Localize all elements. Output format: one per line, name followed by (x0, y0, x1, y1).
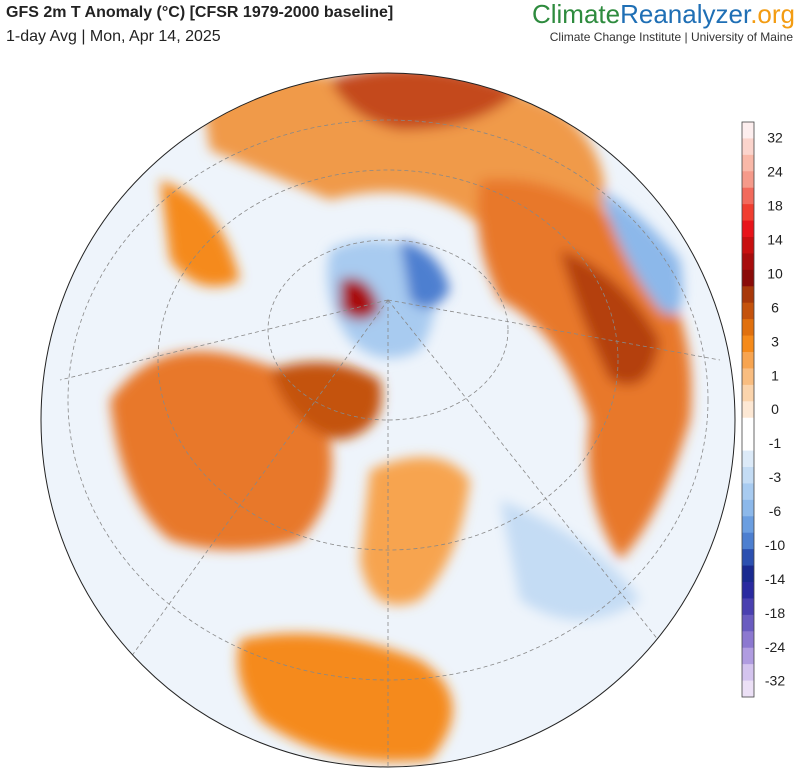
colorbar-swatch (742, 352, 754, 369)
graticule (59, 119, 721, 767)
colorbar-swatch (742, 614, 754, 632)
colorbar-swatch (742, 664, 754, 682)
colorbar-swatch (742, 549, 754, 567)
colorbar-label: -14 (765, 571, 785, 587)
brand-part: Reanalyzer (620, 0, 752, 29)
affiliation: Climate Change Institute | University of… (550, 30, 794, 44)
colorbar-label: 24 (767, 164, 783, 180)
colorbar-swatch (742, 384, 754, 402)
anomaly-field (110, 73, 692, 762)
colorbar-swatch (742, 532, 754, 550)
colorbar-swatch (742, 204, 754, 222)
colorbar-swatch (742, 401, 754, 419)
colorbar-swatch (742, 631, 754, 649)
colorbar-label: -24 (765, 639, 785, 655)
colorbar-swatch (742, 417, 754, 435)
colorbar-swatch (742, 220, 754, 238)
colorbar-swatch (742, 319, 754, 337)
colorbar-label: 10 (767, 265, 783, 281)
colorbar-swatch (742, 286, 754, 304)
title: GFS 2m T Anomaly (°C) [CFSR 1979-2000 ba… (6, 4, 393, 21)
colorbar-label: 18 (767, 198, 783, 214)
colorbar-swatch (742, 269, 754, 287)
colorbar-swatch (742, 368, 754, 386)
colorbar-label: 1 (771, 367, 779, 383)
colorbar-label: 6 (771, 299, 779, 315)
colorbar-swatch (742, 302, 754, 320)
colorbar-label: 0 (771, 401, 779, 417)
colorbar-swatch (742, 154, 754, 172)
colorbar-label: -3 (769, 469, 782, 485)
colorbar-swatch (742, 237, 754, 254)
colorbar-label: -32 (765, 673, 785, 689)
colorbar-swatch (742, 450, 754, 468)
colorbar-label: 32 (767, 130, 783, 146)
colorbar-swatch (742, 647, 754, 665)
colorbar-swatch (742, 171, 754, 189)
colorbar-swatch (742, 680, 754, 698)
colorbar-swatch (742, 499, 754, 517)
colorbar-label: 3 (771, 333, 779, 349)
brand-part: .org (750, 0, 795, 29)
colorbar-swatch (742, 565, 754, 583)
colorbar-label: 14 (767, 232, 783, 248)
globe-outline (40, 72, 736, 768)
brand-part: Climate (532, 0, 620, 29)
colorbar-swatch (742, 122, 754, 139)
colorbar-swatch (742, 335, 754, 353)
colorbar-label: -18 (765, 605, 785, 621)
colorbar-label: -6 (769, 503, 782, 519)
colorbar-swatch (742, 187, 754, 205)
subtitle: 1-day Avg | Mon, Apr 14, 2025 (6, 28, 221, 45)
colorbar-label: -1 (769, 435, 782, 451)
colorbar-swatch (742, 138, 754, 156)
brand: ClimateReanalyzer.org (532, 0, 795, 29)
globe (40, 72, 736, 768)
colorbar-swatch (742, 434, 754, 452)
colorbar-swatch (742, 467, 754, 484)
colorbar-swatch (742, 582, 754, 599)
colorbar-swatch (742, 483, 754, 501)
colorbar-frame (741, 121, 755, 698)
colorbar-swatch (742, 253, 754, 271)
colorbar-swatch (742, 598, 754, 616)
colorbar-label: -10 (765, 537, 785, 553)
colorbar-swatch (742, 516, 754, 534)
